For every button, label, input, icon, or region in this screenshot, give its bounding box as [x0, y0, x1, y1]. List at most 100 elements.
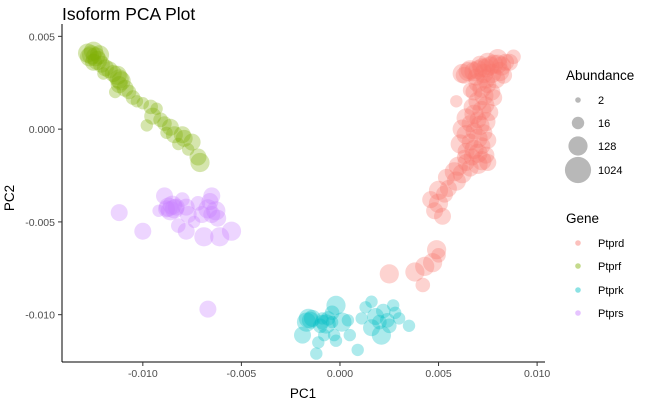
data-point-ptprd	[463, 98, 481, 116]
data-point-ptprf	[78, 43, 98, 63]
data-point-ptprs	[162, 195, 182, 215]
data-point-ptprf	[80, 47, 100, 67]
data-point-ptprf	[189, 148, 207, 166]
data-point-ptprk	[355, 312, 368, 325]
data-point-ptprd	[479, 131, 497, 149]
data-point-ptprf	[110, 76, 128, 94]
points-layer	[78, 41, 521, 360]
data-point-ptprd	[452, 164, 472, 184]
data-point-ptprf	[92, 55, 110, 73]
data-point-ptprs	[175, 192, 190, 207]
data-point-ptprd	[482, 63, 502, 84]
data-point-ptprs	[194, 227, 214, 247]
data-point-ptprk	[318, 328, 331, 342]
data-point-ptprs	[167, 198, 185, 216]
data-point-ptprf	[157, 116, 172, 131]
data-point-ptprf	[87, 50, 108, 71]
data-point-ptprk	[392, 312, 406, 325]
data-point-ptprd	[428, 193, 449, 213]
data-point-ptprd	[468, 91, 488, 111]
data-point-ptprd	[428, 180, 449, 200]
data-point-ptprd	[490, 62, 510, 82]
data-point-ptprd	[472, 101, 492, 121]
data-point-ptprd	[463, 148, 481, 166]
data-point-ptprd	[488, 49, 508, 69]
data-point-ptprs	[177, 198, 195, 216]
data-point-ptprk	[326, 295, 346, 315]
data-point-ptprs	[209, 209, 227, 227]
data-point-ptprd	[456, 125, 476, 145]
data-point-ptprd	[479, 154, 497, 171]
data-point-ptprf	[190, 152, 210, 173]
data-point-ptprd	[469, 111, 487, 129]
gene-legend-label: Ptprf	[598, 261, 622, 273]
x-tick-label: -0.010	[128, 368, 158, 380]
data-point-ptprf	[116, 79, 134, 97]
data-point-ptprf	[107, 65, 127, 85]
data-point-ptprk	[327, 328, 341, 342]
data-point-ptprd	[468, 128, 488, 148]
data-point-ptprd	[497, 53, 515, 71]
x-tick-label: 0.005	[425, 368, 451, 380]
data-point-ptprf	[100, 61, 118, 79]
data-point-ptprk	[313, 318, 328, 334]
data-point-ptprd	[461, 133, 479, 151]
data-point-ptprk	[351, 343, 364, 357]
data-point-ptprd	[472, 58, 492, 78]
data-point-ptprs	[158, 197, 179, 217]
data-point-ptprd	[461, 115, 479, 133]
data-point-ptprf	[175, 129, 193, 147]
data-point-ptprd	[467, 68, 485, 86]
legend: Abundance 2 16 128 1024 Gene Ptprd Ptprf Ptprk Pt…	[564, 68, 634, 320]
data-point-ptprf	[89, 45, 110, 65]
data-point-ptprf	[150, 102, 163, 115]
data-point-ptprd	[455, 66, 473, 84]
data-point-ptprs	[203, 187, 221, 205]
data-point-ptprd	[427, 240, 447, 260]
data-point-ptprd	[476, 112, 496, 132]
data-point-ptprk	[320, 311, 336, 326]
data-point-ptprd	[464, 139, 484, 160]
gene-legend-label: Ptprd	[598, 238, 624, 250]
data-point-ptprs	[179, 206, 197, 223]
data-point-ptprk	[365, 295, 378, 308]
y-tick-label: -0.005	[25, 217, 55, 229]
data-point-ptprs	[221, 221, 242, 241]
y-tick-label: -0.010	[25, 310, 55, 322]
data-point-ptprf	[97, 67, 110, 80]
data-point-ptprf	[136, 97, 149, 110]
data-point-ptprk	[324, 305, 340, 321]
data-point-ptprk	[332, 312, 352, 332]
data-point-ptprd	[468, 143, 488, 163]
data-point-ptprd	[471, 55, 489, 73]
data-point-ptprf	[183, 133, 201, 151]
data-point-ptprs	[210, 227, 230, 247]
data-point-ptprd	[464, 104, 484, 124]
data-point-ptprd	[478, 52, 498, 72]
data-point-ptprd	[480, 56, 500, 76]
data-point-ptprd	[488, 54, 508, 74]
data-point-ptprd	[452, 63, 472, 84]
data-point-ptprk	[298, 308, 318, 328]
data-point-ptprk	[301, 311, 319, 329]
data-point-ptprd	[464, 62, 484, 82]
size-legend-key	[575, 97, 581, 103]
data-point-ptprs	[177, 222, 195, 240]
gene-legend-key	[575, 240, 581, 246]
data-point-ptprd	[475, 124, 493, 142]
data-point-ptprs	[164, 199, 184, 219]
data-point-ptprk	[329, 334, 343, 347]
data-point-ptprd	[470, 115, 490, 135]
data-point-ptprs	[187, 215, 201, 229]
data-point-ptprs	[171, 218, 186, 233]
data-point-ptprf	[85, 47, 106, 67]
data-point-ptprk	[310, 347, 323, 360]
gene-legend-label: Ptprk	[598, 285, 624, 297]
data-point-ptprf	[144, 107, 162, 125]
gene-legend-label: Ptprs	[598, 308, 624, 320]
data-point-ptprd	[437, 168, 455, 186]
data-point-ptprd	[423, 253, 443, 273]
data-point-ptprf	[182, 143, 195, 156]
data-point-ptprf	[109, 85, 122, 99]
